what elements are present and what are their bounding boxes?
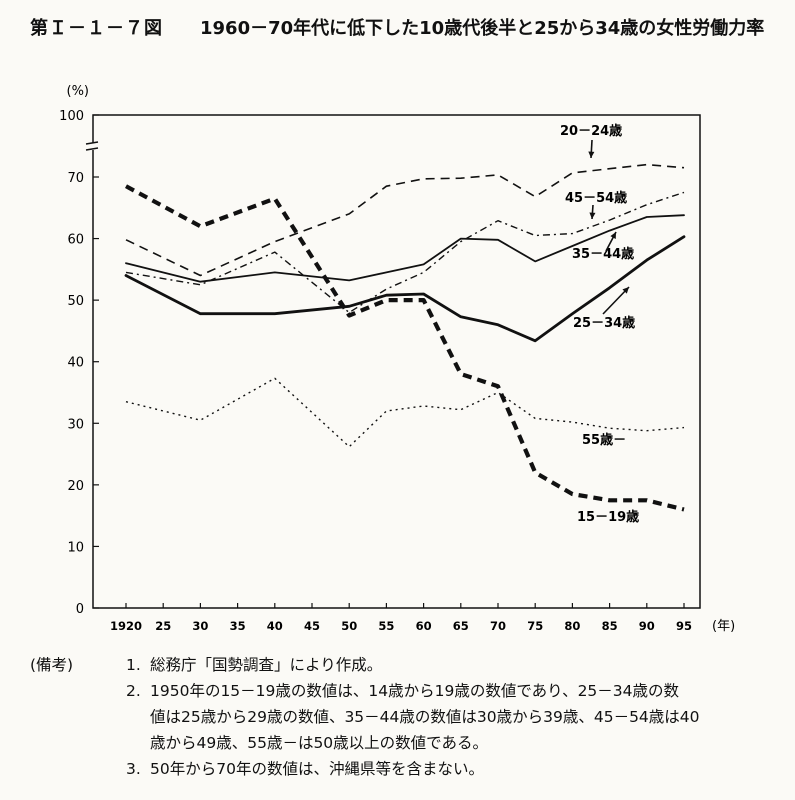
axis-break-gap	[88, 143, 98, 150]
note-line: 値は25歳から29歳の数値、35－44歳の数値は30歳から39歳、45－54歳は…	[150, 708, 700, 726]
x-tick-label: 70	[490, 619, 506, 633]
x-tick-label: 60	[416, 619, 432, 633]
note-line: 50年から70年の数値は、沖縄県等を含まない。	[150, 760, 484, 778]
x-tick-label: 90	[639, 619, 655, 633]
x-tick-label: 40	[267, 619, 283, 633]
x-tick-label: 80	[564, 619, 580, 633]
series-line	[125, 184, 685, 512]
series-line	[125, 163, 685, 277]
figure-label: 第Ｉ－１－７図	[30, 18, 163, 39]
series-line	[125, 377, 685, 448]
x-tick-label: 95	[676, 619, 692, 633]
y-tick-label: 60	[67, 233, 84, 248]
axis-break-mark	[85, 147, 99, 151]
arrow-head	[589, 212, 596, 219]
x-tick-label: 85	[602, 619, 618, 633]
note-line: 総務庁「国勢調査」により作成。	[150, 656, 383, 674]
x-tick-label: 30	[192, 619, 208, 633]
y-tick-label: 100	[59, 109, 84, 124]
series-label: 45－54歳	[565, 190, 627, 206]
y-tick-label: 40	[67, 356, 84, 371]
y-tick-label: 70	[67, 171, 84, 186]
series-line	[125, 214, 685, 283]
note-number: 2.	[126, 682, 141, 700]
x-tick-label: 25	[155, 619, 171, 633]
y-tick-label: 30	[67, 417, 84, 432]
note-line: 1950年の15－19歳の数値は、14歳から19歳の数値であり、25－34歳の数	[150, 682, 680, 700]
x-tick-label: 75	[527, 619, 543, 633]
y-tick-label: 20	[67, 479, 84, 494]
y-tick-label: 0	[76, 602, 84, 617]
series-label: 25－34歳	[573, 315, 635, 331]
line-chart: 0 10 20 30 40 50 60 70 100 (%) 1920 25 30 35 40 45 50 55 6…	[59, 84, 735, 634]
axis-break-mark	[85, 141, 99, 145]
note-item: 1. 総務庁「国勢調査」により作成。	[126, 652, 382, 678]
x-tick-label: 50	[341, 619, 357, 633]
x-tick-label: 1920	[110, 619, 142, 633]
series-label: 20－24歳	[560, 123, 622, 139]
y-tick-label: 50	[67, 294, 84, 309]
note-line: 歳から49歳、55歳－は50歳以上の数値である。	[150, 734, 489, 752]
x-tick-label: 65	[453, 619, 469, 633]
x-tick-label: 35	[230, 619, 246, 633]
arrow-head	[610, 232, 616, 239]
x-tick-label: 45	[304, 619, 320, 633]
y-axis-unit: (%)	[67, 84, 90, 99]
series-label: 35－44歳	[572, 246, 634, 262]
x-axis-unit: (年)	[712, 619, 735, 634]
series-line	[124, 235, 686, 343]
figure-title: 1960－70年代に低下した10歳代後半と25から34歳の女性労働力率	[200, 18, 765, 39]
x-tick-label: 55	[378, 619, 394, 633]
arrow-head	[588, 151, 595, 158]
series-label: 15－19歳	[577, 509, 639, 525]
y-tick-label: 10	[67, 540, 84, 555]
note-number: 1.	[126, 656, 141, 674]
plot-frame	[92, 114, 701, 609]
series-label: 55歳－	[582, 432, 626, 448]
arrow-head	[622, 287, 629, 294]
notes-heading: (備考)	[30, 656, 74, 674]
note-item: 3. 50年から70年の数値は、沖縄県等を含まない。	[126, 756, 484, 782]
note-number: 3.	[126, 760, 141, 778]
series-line	[125, 191, 685, 314]
note-item: 2. 1950年の15－19歳の数値は、14歳から19歳の数値であり、25－34歳…	[126, 678, 700, 756]
